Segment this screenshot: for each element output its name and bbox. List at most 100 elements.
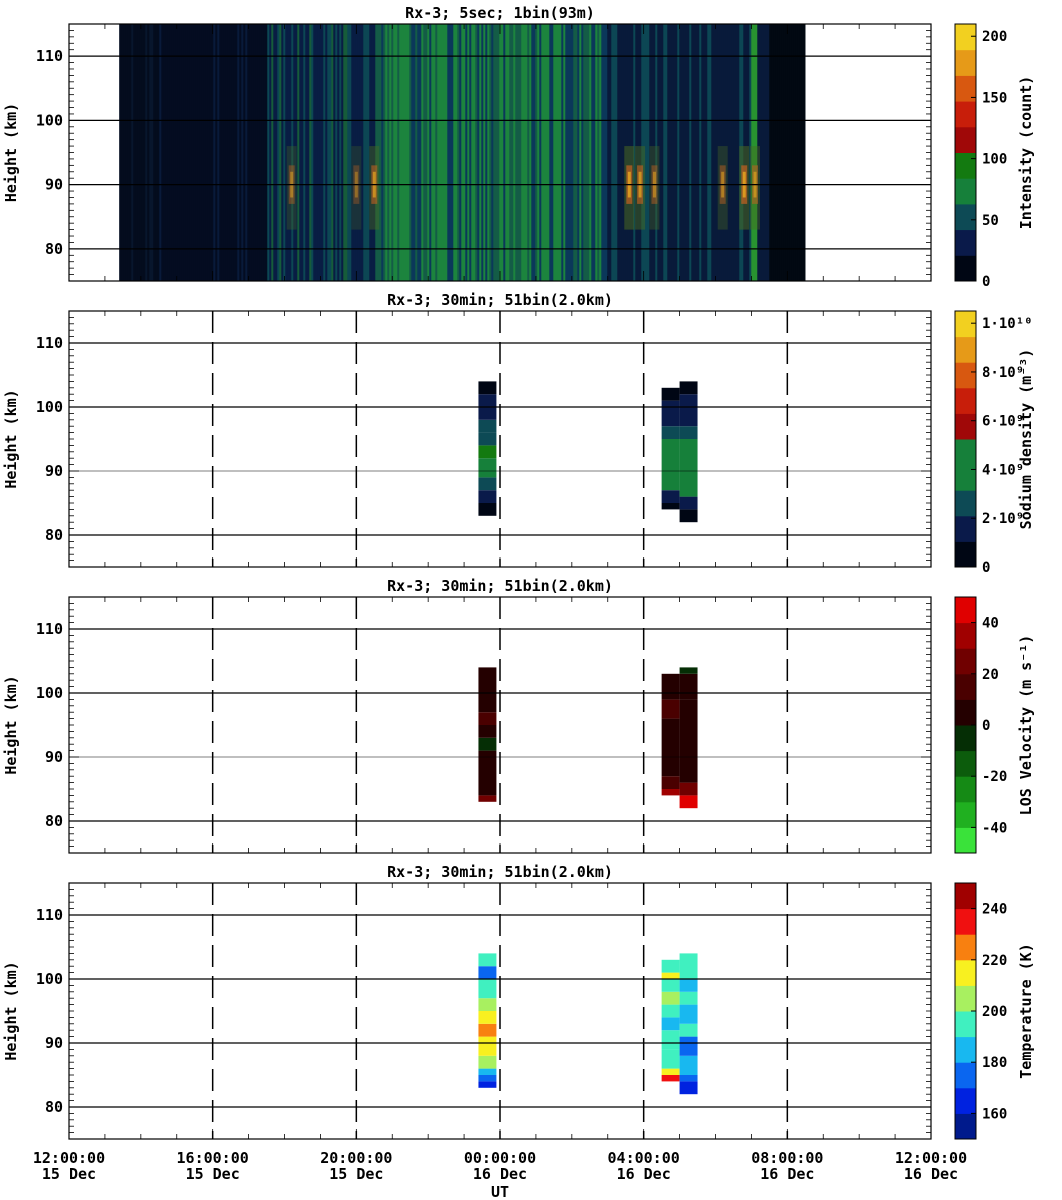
heatmap-column [545, 24, 548, 281]
heatmap-column [651, 24, 654, 281]
colorbar-segment [955, 750, 976, 777]
heatmap-column [253, 24, 256, 281]
heatmap-column [643, 24, 646, 281]
heatmap-column [429, 24, 432, 281]
heatmap-column [131, 24, 134, 281]
heatmap-column [303, 24, 306, 281]
colorbar-segment [955, 24, 976, 51]
colorbar-segment [955, 178, 976, 205]
heatmap-column [621, 24, 624, 281]
y-tick-label: 80 [45, 240, 63, 258]
heatmap-cell [478, 1068, 497, 1075]
heatmap-cell [661, 400, 680, 427]
heatmap-column [671, 24, 674, 281]
heatmap-column [617, 24, 620, 281]
heatmap-column [759, 24, 762, 281]
y-tick-label: 110 [36, 334, 63, 352]
heatmap-column [221, 24, 224, 281]
heatmap-column [433, 24, 436, 281]
heatmap-cell [478, 712, 497, 725]
heatmap-column [285, 24, 288, 281]
colorbar-tick-label: 20 [982, 667, 999, 683]
heatmap-column [765, 24, 768, 281]
heatmap-column [327, 24, 330, 281]
heatmap-column [333, 24, 336, 281]
heatmap-cell [679, 1081, 698, 1095]
heatmap-column [197, 24, 200, 281]
sodium-layer-band [351, 146, 362, 230]
heatmap-cell [661, 673, 680, 700]
heatmap-column [495, 24, 498, 281]
heatmap-column [595, 24, 598, 281]
heatmap-column [353, 24, 356, 281]
colorbar-segment [955, 934, 976, 961]
heatmap-data [478, 381, 698, 523]
heatmap-column [521, 24, 524, 281]
colorbar: -40 -20 0 20 40 LOS Velocity (m s⁻¹) [954, 596, 1035, 854]
heatmap-cell [679, 667, 698, 674]
heatmap-column [667, 24, 670, 281]
heatmap-column [751, 24, 754, 281]
heatmap-cell [679, 394, 698, 427]
heatmap-column [789, 24, 792, 281]
colorbar-tick-label: -20 [982, 769, 1007, 785]
heatmap-column [169, 24, 172, 281]
heatmap-cell [661, 959, 680, 973]
heatmap-cell [478, 432, 497, 446]
heatmap-column [431, 24, 434, 281]
heatmap-column [453, 24, 456, 281]
heatmap-column [409, 24, 412, 281]
heatmap-column [321, 24, 324, 281]
heatmap-column [669, 24, 672, 281]
colorbar-tick-label: 200 [982, 1004, 1007, 1020]
heatmap-column [379, 24, 382, 281]
heatmap-cell [679, 795, 698, 809]
colorbar-segment [955, 203, 976, 231]
heatmap-column [695, 24, 698, 281]
colorbar-segment [955, 490, 976, 517]
heatmap-data [478, 667, 698, 809]
heatmap-column [681, 24, 684, 281]
heatmap-column [635, 24, 638, 281]
y-tick-label: 80 [45, 1098, 63, 1116]
heatmap-column [127, 24, 130, 281]
heatmap-column [467, 24, 470, 281]
colorbar-segment [955, 673, 976, 700]
heatmap-column [455, 24, 458, 281]
heatmap-column [381, 24, 384, 281]
colorbar-segment [955, 255, 976, 282]
heatmap-column [395, 24, 398, 281]
heatmap-column [421, 24, 424, 281]
heatmap-column [245, 24, 248, 281]
heatmap-cell [478, 953, 497, 967]
heatmap-column [731, 24, 734, 281]
heatmap-column [165, 24, 168, 281]
heatmap-column [787, 24, 790, 281]
heatmap-column [797, 24, 800, 281]
heatmap-column [339, 24, 342, 281]
heatmap-column [383, 24, 386, 281]
heatmap-column [465, 24, 468, 281]
heatmap-column [473, 24, 476, 281]
heatmap-column [737, 24, 740, 281]
y-tick-label: 110 [36, 47, 63, 65]
heatmap-column [571, 24, 574, 281]
colorbar-tick-label: 2·10⁹ [982, 511, 1024, 527]
heatmap-column [749, 24, 752, 281]
heatmap-column [679, 24, 682, 281]
colorbar-label: Temperature (K) [1017, 943, 1035, 1078]
x-tick-label-time: 12:00:00 [895, 1149, 967, 1167]
heatmap-column [503, 24, 506, 281]
y-tick-label: 100 [36, 970, 63, 988]
heatmap-column [373, 24, 376, 281]
heatmap-column [149, 24, 152, 281]
heatmap-cell [679, 439, 698, 497]
colorbar-segment [955, 801, 976, 828]
heatmap-column [305, 24, 308, 281]
heatmap-cell [478, 477, 497, 491]
heatmap-cell [679, 673, 698, 700]
heatmap-column [299, 24, 302, 281]
heatmap-column [365, 24, 368, 281]
heatmap-column [161, 24, 164, 281]
